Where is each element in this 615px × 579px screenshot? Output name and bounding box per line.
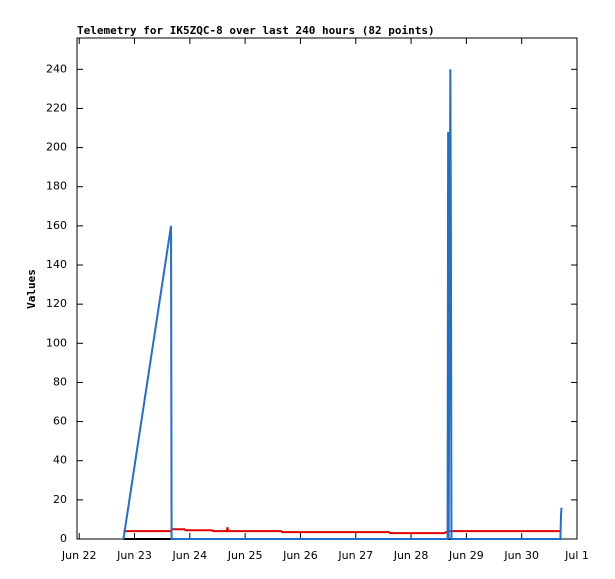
- series-line: [123, 527, 562, 535]
- plot-frame: [76, 37, 578, 540]
- y-tick-label: 60: [53, 415, 67, 428]
- y-tick-label: 240: [46, 62, 67, 75]
- x-tick-label: Jun 26: [282, 549, 318, 562]
- x-tick-label: Jun 27: [337, 549, 373, 562]
- x-tick-label: Jun 28: [393, 549, 429, 562]
- x-tick-label: Jul 1: [564, 549, 589, 562]
- x-tick-label: Jun 25: [227, 549, 263, 562]
- y-tick-label: 200: [46, 141, 67, 154]
- y-tick-label: 140: [46, 258, 67, 271]
- x-tick-label: Jun 29: [448, 549, 484, 562]
- x-tick-label: Jun 23: [116, 549, 152, 562]
- x-tick-label: Jun 22: [61, 549, 97, 562]
- x-tick-label: Jun 30: [503, 549, 539, 562]
- y-tick-label: 160: [46, 219, 67, 232]
- y-tick-label: 80: [53, 375, 67, 388]
- y-tick-label: 180: [46, 180, 67, 193]
- y-tick-label: 20: [53, 493, 67, 506]
- y-axis-label: Values: [25, 269, 38, 309]
- y-tick-label: 220: [46, 101, 67, 114]
- y-tick-label: 40: [53, 454, 67, 467]
- series-line: [122, 69, 563, 540]
- y-tick-label: 120: [46, 297, 67, 310]
- x-tick-label: Jun 24: [171, 549, 207, 562]
- y-tick-label: 0: [60, 532, 67, 545]
- y-tick-label: 100: [46, 336, 67, 349]
- chart-title: Telemetry for IK5ZQC-8 over last 240 hou…: [77, 24, 435, 37]
